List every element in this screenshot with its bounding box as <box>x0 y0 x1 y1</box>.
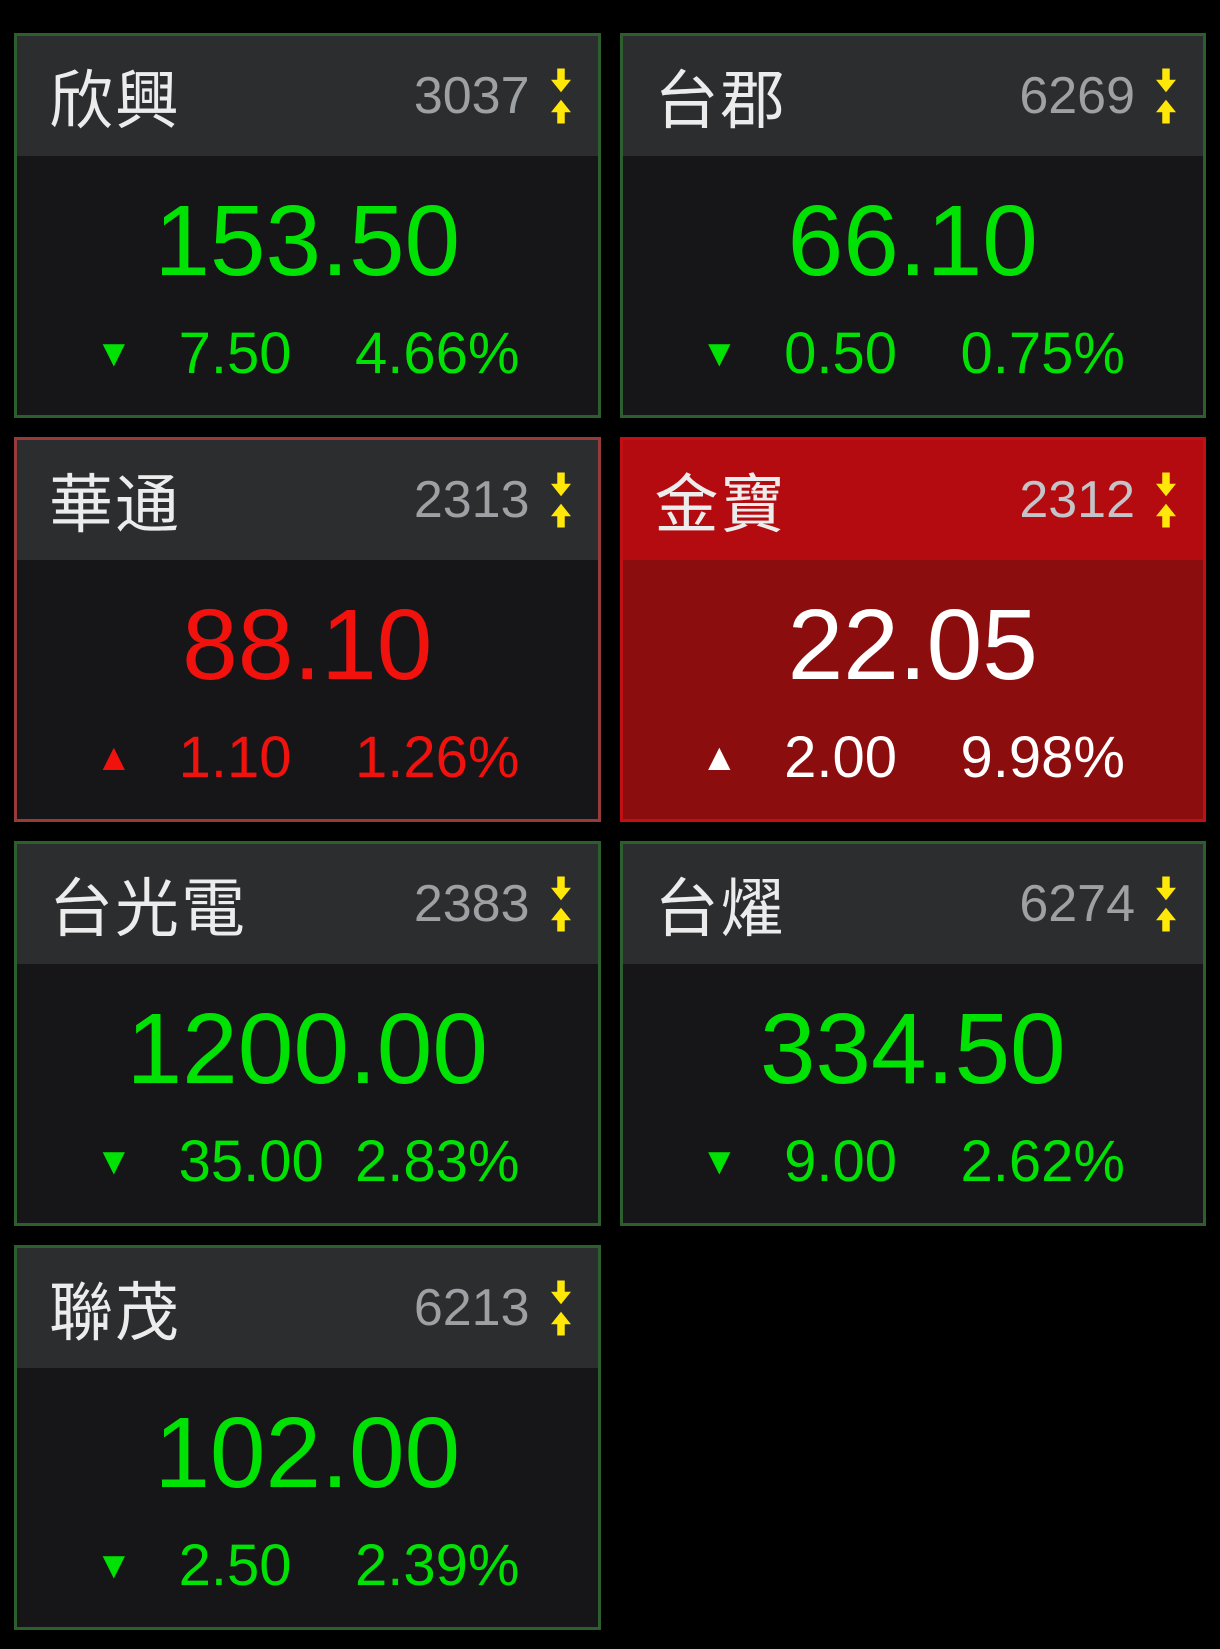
reorder-arrows-icon[interactable] <box>1151 876 1181 932</box>
stock-tile-body: 153.50 ▼ 7.50 4.66% <box>17 156 598 415</box>
change-percent: 4.66% <box>355 321 520 386</box>
last-price: 66.10 <box>787 184 1038 297</box>
stock-tile-header: 台光電 2383 <box>17 844 598 964</box>
change-value: 0.50 <box>784 321 898 386</box>
change-row: ▼ 0.50 0.75% <box>623 319 1204 415</box>
stock-code: 2313 <box>413 471 530 529</box>
stock-tile-body: 102.00 ▼ 2.50 2.39% <box>17 1368 598 1627</box>
change-row: ▼ 9.00 2.62% <box>623 1127 1204 1223</box>
change-row: ▼ 7.50 4.66% <box>17 319 598 415</box>
stock-tile[interactable]: 華通 2313 88.10 ▲ 1.10 1.26% <box>14 437 601 822</box>
stock-tile-body: 334.50 ▼ 9.00 2.62% <box>622 964 1204 1223</box>
reorder-arrows-icon[interactable] <box>546 1280 576 1336</box>
stock-code: 2312 <box>1019 471 1135 529</box>
stock-code: 6269 <box>1019 67 1135 125</box>
change-value: 7.50 <box>178 321 292 386</box>
stock-name: 欣興 <box>49 65 181 137</box>
stock-tile-header: 台郡 6269 <box>622 36 1203 156</box>
reorder-arrows-icon[interactable] <box>546 68 576 124</box>
stock-tile[interactable]: 台郡 6269 66.10 ▼ 0.50 0.75% <box>619 33 1206 418</box>
change-row: ▲ 1.10 1.26% <box>17 723 598 819</box>
down-triangle-icon: ▼ <box>95 333 133 375</box>
stock-code: 6213 <box>413 1279 530 1337</box>
up-triangle-icon: ▲ <box>700 737 739 779</box>
reorder-arrows-icon[interactable] <box>1151 68 1181 124</box>
stock-tile[interactable]: 欣興 3037 153.50 ▼ 7.50 4.66% <box>14 33 601 418</box>
stock-name: 台光電 <box>49 873 247 945</box>
down-triangle-icon: ▼ <box>700 1141 739 1183</box>
change-percent: 9.98% <box>960 725 1125 790</box>
last-price: 88.10 <box>182 588 433 701</box>
stock-tile-body: 88.10 ▲ 1.10 1.26% <box>17 560 598 819</box>
reorder-arrows-icon[interactable] <box>546 876 576 932</box>
stock-tile-header: 金寶 2312 <box>622 440 1203 560</box>
stock-code: 2383 <box>413 875 530 933</box>
change-percent: 2.83% <box>355 1129 520 1194</box>
last-price: 22.05 <box>787 588 1038 701</box>
change-value: 1.10 <box>178 725 292 790</box>
change-value: 2.00 <box>784 725 898 790</box>
stock-tile-header: 欣興 3037 <box>17 36 598 156</box>
last-price: 1200.00 <box>126 992 488 1105</box>
stock-tile-body: 1200.00 ▼ 35.00 2.83% <box>17 964 598 1223</box>
change-value: 35.00 <box>178 1129 324 1194</box>
stock-tile-header: 華通 2313 <box>17 440 598 560</box>
last-price: 153.50 <box>154 184 461 297</box>
stock-name: 金寶 <box>654 469 787 541</box>
stock-tile-body: 66.10 ▼ 0.50 0.75% <box>622 156 1204 415</box>
change-percent: 2.39% <box>355 1533 520 1598</box>
down-triangle-icon: ▼ <box>95 1141 133 1183</box>
last-price: 334.50 <box>759 992 1066 1105</box>
down-triangle-icon: ▼ <box>95 1545 133 1587</box>
last-price: 102.00 <box>154 1396 461 1509</box>
stock-name: 台燿 <box>654 873 787 945</box>
stock-code: 6274 <box>1019 875 1135 933</box>
change-percent: 1.26% <box>355 725 520 790</box>
stock-name: 華通 <box>49 469 181 541</box>
change-value: 2.50 <box>178 1533 292 1598</box>
change-percent: 2.62% <box>960 1129 1125 1194</box>
stock-tile[interactable]: 聯茂 6213 102.00 ▼ 2.50 2.39% <box>14 1245 601 1630</box>
stock-tile-header: 聯茂 6213 <box>17 1248 598 1368</box>
stock-tile-header: 台燿 6274 <box>622 844 1203 964</box>
up-triangle-icon: ▲ <box>95 737 133 779</box>
stock-tile[interactable]: 金寶 2312 22.05 ▲ 2.00 9.98% <box>619 437 1206 822</box>
change-value: 9.00 <box>784 1129 898 1194</box>
change-row: ▼ 35.00 2.83% <box>17 1127 598 1223</box>
stock-code: 3037 <box>413 67 530 125</box>
change-row: ▼ 2.50 2.39% <box>17 1531 598 1627</box>
reorder-arrows-icon[interactable] <box>1151 472 1181 528</box>
stock-name: 台郡 <box>654 65 787 137</box>
stock-tile-body: 22.05 ▲ 2.00 9.98% <box>622 560 1204 819</box>
reorder-arrows-icon[interactable] <box>546 472 576 528</box>
change-percent: 0.75% <box>960 321 1125 386</box>
down-triangle-icon: ▼ <box>700 333 739 375</box>
stock-tile[interactable]: 台光電 2383 1200.00 ▼ 35.00 2.83% <box>14 841 601 1226</box>
stock-name: 聯茂 <box>49 1277 181 1349</box>
stock-tile[interactable]: 台燿 6274 334.50 ▼ 9.00 2.62% <box>619 841 1206 1226</box>
change-row: ▲ 2.00 9.98% <box>623 723 1204 819</box>
